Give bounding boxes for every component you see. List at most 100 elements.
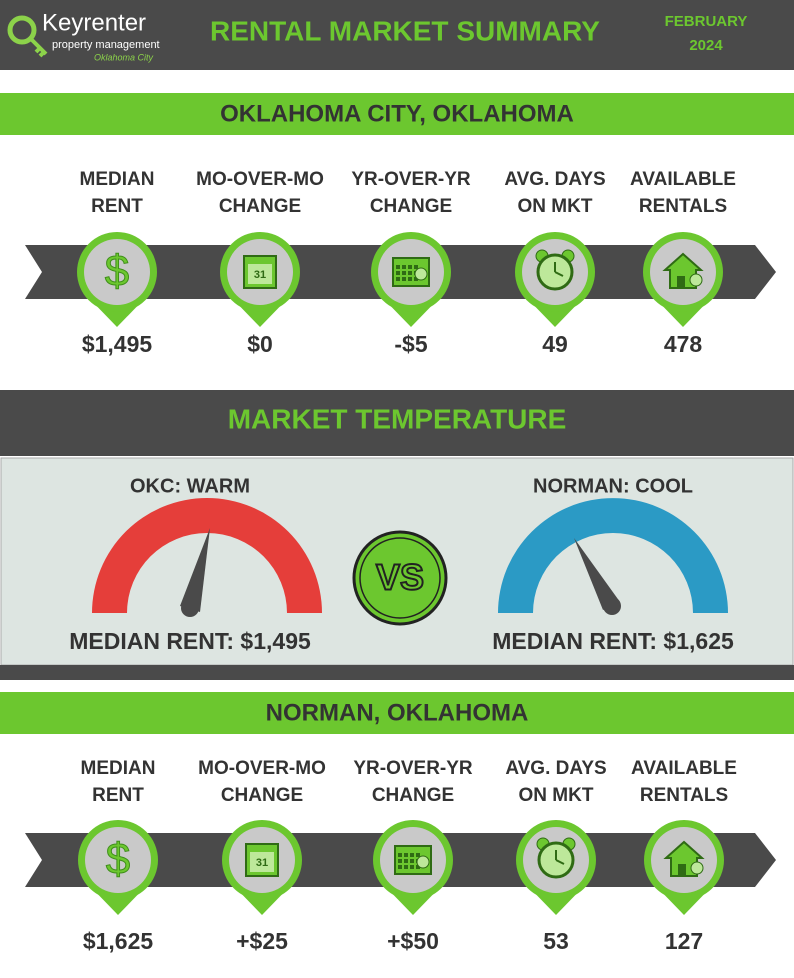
metric-label: MO-OVER-MO <box>196 169 324 190</box>
coin-icon <box>690 861 704 875</box>
key-icon <box>7 15 37 45</box>
warm-gauge <box>92 498 322 613</box>
calendar-cell <box>404 853 408 857</box>
right-label: NORMAN: COOL <box>533 475 693 497</box>
metric-pin <box>373 820 453 915</box>
left-label: OKC: WARM <box>130 475 250 497</box>
calendar-cell <box>408 271 412 275</box>
metric-pin <box>644 820 724 915</box>
temperature-title: MARKET TEMPERATURE <box>228 403 567 434</box>
metric-value: -$5 <box>394 331 427 357</box>
calendar-cell <box>410 853 414 857</box>
pin-inner <box>85 827 151 893</box>
calendar-cell <box>402 265 406 269</box>
metric-value: $0 <box>247 331 273 357</box>
clock-icon <box>414 267 428 281</box>
metric-value: $1,495 <box>82 331 153 357</box>
left-rent: MEDIAN RENT: $1,495 <box>69 628 311 654</box>
metric-label: AVAILABLE <box>631 758 737 779</box>
metric-value: +$50 <box>387 928 439 954</box>
gauge-needle <box>180 528 210 612</box>
calendar-cell <box>396 277 400 281</box>
right-rent: MEDIAN RENT: $1,625 <box>492 628 734 654</box>
section-band <box>0 692 794 734</box>
metric-label: ON MKT <box>518 196 593 217</box>
vs-badge-ring <box>359 537 441 619</box>
calendar-cell <box>402 277 406 281</box>
calendar-cell <box>396 265 400 269</box>
temperature-bar <box>0 390 794 456</box>
dollar-icon: $ <box>105 247 129 296</box>
metric-pin: 31 <box>220 232 300 327</box>
metric-label: MEDIAN <box>81 758 156 779</box>
metric-pin <box>371 232 451 327</box>
calendar-cell <box>410 859 414 863</box>
metric-label: RENTALS <box>640 785 728 806</box>
vs-text: VS <box>376 557 424 598</box>
calendar-cell <box>416 865 420 869</box>
metric-label: CHANGE <box>219 196 301 217</box>
vs-badge <box>352 530 448 626</box>
cool-gauge <box>498 498 728 613</box>
clock-hands <box>555 850 565 865</box>
metric-label: MEDIAN <box>80 169 155 190</box>
section-title: NORMAN, OKLAHOMA <box>266 699 529 726</box>
house-door <box>677 276 685 288</box>
metric-value: 49 <box>542 331 568 357</box>
metric-label: YR-OVER-YR <box>351 169 471 190</box>
clock-hands <box>554 262 564 277</box>
coin-icon <box>689 273 703 287</box>
calendar-cell <box>416 853 420 857</box>
calendar-cell <box>402 271 406 275</box>
metric-value: $1,625 <box>83 928 154 954</box>
metric-label: RENT <box>91 196 143 217</box>
metric-pin: $ <box>78 820 158 915</box>
calendar-cell <box>398 859 402 863</box>
metric-pin <box>516 820 596 915</box>
metric-pin <box>515 232 595 327</box>
metric-value: +$25 <box>236 928 288 954</box>
gauge-hub <box>603 597 621 615</box>
gauge-hub <box>181 599 199 617</box>
calendar-cell <box>414 265 418 269</box>
calendar-cell <box>404 859 408 863</box>
calendar-icon <box>248 264 272 284</box>
metric-value: 53 <box>543 928 569 954</box>
header-bar <box>0 0 794 70</box>
pin-inner <box>84 239 150 305</box>
metric-label: MO-OVER-MO <box>198 758 326 779</box>
logo-city: Oklahoma City <box>94 52 154 62</box>
calendar-cell <box>408 265 412 269</box>
clock-icon <box>416 855 430 869</box>
calendar-cell <box>404 865 408 869</box>
logo: Keyrenter property management Oklahoma C… <box>7 9 160 62</box>
calendar-cell <box>410 865 414 869</box>
metric-label: AVG. DAYS <box>505 758 606 779</box>
metric-pin: 31 <box>222 820 302 915</box>
calendar-cell <box>398 865 402 869</box>
metric-label: AVG. DAYS <box>504 169 605 190</box>
section-title: OKLAHOMA CITY, OKLAHOMA <box>220 100 574 127</box>
dollar-icon: $ <box>106 835 130 884</box>
calendar-cell <box>408 277 412 281</box>
metric-label: RENTALS <box>639 196 727 217</box>
metric-value: 127 <box>665 928 703 954</box>
title: RENTAL MARKET SUMMARY <box>210 15 600 46</box>
divider <box>0 665 794 680</box>
calendar-cell <box>396 271 400 275</box>
metric-label: YR-OVER-YR <box>353 758 473 779</box>
calendar-cell <box>398 853 402 857</box>
metric-label: RENT <box>92 785 144 806</box>
year: 2024 <box>689 37 723 54</box>
metric-value: 478 <box>664 331 703 357</box>
metric-pin: $ <box>77 232 157 327</box>
metric-label: AVAILABLE <box>630 169 736 190</box>
metric-label: ON MKT <box>519 785 594 806</box>
calendar-cell <box>414 277 418 281</box>
metric-label: CHANGE <box>372 785 454 806</box>
house-door <box>678 864 686 876</box>
calendar-icon: 31 <box>256 857 268 869</box>
section-band <box>0 93 794 135</box>
logo-tagline: property management <box>52 39 160 51</box>
